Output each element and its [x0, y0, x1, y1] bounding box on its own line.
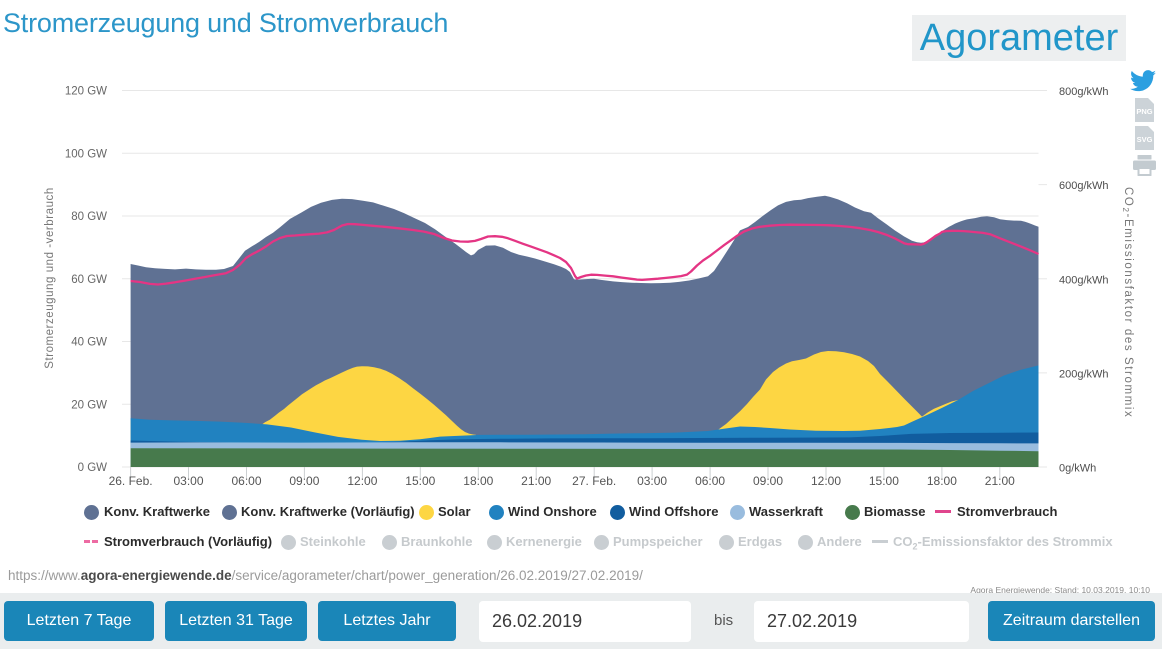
svg-text:12:00: 12:00 [347, 474, 377, 488]
svg-text:15:00: 15:00 [405, 474, 435, 488]
svg-text:18:00: 18:00 [463, 474, 493, 488]
svg-text:09:00: 09:00 [289, 474, 319, 488]
svg-text:400g/kWh: 400g/kWh [1059, 274, 1109, 286]
svg-text:12:00: 12:00 [811, 474, 841, 488]
svg-text:21:00: 21:00 [521, 474, 551, 488]
svg-text:Stromerzeugung und -verbrauch: Stromerzeugung und -verbrauch [44, 187, 56, 369]
svg-text:600g/kWh: 600g/kWh [1059, 180, 1109, 192]
svg-text:20 GW: 20 GW [71, 399, 107, 411]
svg-text:18:00: 18:00 [927, 474, 957, 488]
svg-text:09:00: 09:00 [753, 474, 783, 488]
svg-text:200g/kWh: 200g/kWh [1059, 368, 1109, 380]
svg-text:800g/kWh: 800g/kWh [1059, 86, 1109, 98]
svg-text:21:00: 21:00 [985, 474, 1015, 488]
svg-text:27. Feb.: 27. Feb. [572, 474, 616, 488]
svg-text:03:00: 03:00 [637, 474, 667, 488]
svg-text:60 GW: 60 GW [71, 274, 107, 286]
svg-text:CO2-Emissionsfaktor des Stromm: CO2-Emissionsfaktor des Strommix [1121, 187, 1134, 418]
svg-text:06:00: 06:00 [231, 474, 261, 488]
svg-text:0 GW: 0 GW [78, 462, 108, 474]
svg-text:SVG: SVG [1137, 135, 1153, 144]
svg-text:03:00: 03:00 [173, 474, 203, 488]
svg-text:06:00: 06:00 [695, 474, 725, 488]
svg-text:0g/kWh: 0g/kWh [1059, 463, 1096, 475]
svg-text:26. Feb.: 26. Feb. [109, 474, 153, 488]
svg-text:100 GW: 100 GW [65, 148, 107, 160]
svg-text:80 GW: 80 GW [71, 211, 107, 223]
svg-text:120 GW: 120 GW [65, 86, 107, 98]
svg-text:15:00: 15:00 [869, 474, 899, 488]
svg-text:40 GW: 40 GW [71, 337, 107, 349]
svg-text:PNG: PNG [1136, 107, 1152, 116]
